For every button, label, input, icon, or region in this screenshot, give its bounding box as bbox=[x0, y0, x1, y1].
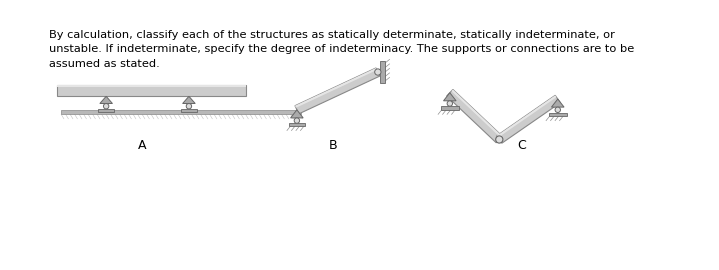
Polygon shape bbox=[295, 68, 377, 108]
Polygon shape bbox=[551, 99, 564, 107]
Polygon shape bbox=[497, 95, 557, 138]
Circle shape bbox=[495, 136, 503, 143]
Polygon shape bbox=[100, 96, 112, 103]
Text: B: B bbox=[329, 140, 337, 153]
Polygon shape bbox=[446, 89, 503, 143]
Circle shape bbox=[555, 107, 561, 113]
Bar bbox=[57, 85, 246, 87]
Circle shape bbox=[186, 103, 192, 109]
Circle shape bbox=[375, 69, 381, 75]
Bar bbox=[549, 113, 567, 116]
Polygon shape bbox=[290, 110, 303, 118]
Polygon shape bbox=[444, 93, 456, 101]
Circle shape bbox=[447, 101, 452, 106]
Bar bbox=[98, 109, 114, 112]
Text: A: A bbox=[138, 140, 147, 153]
Bar bbox=[180, 109, 197, 112]
Bar bbox=[380, 61, 385, 83]
Polygon shape bbox=[295, 68, 380, 114]
Polygon shape bbox=[452, 89, 503, 138]
Circle shape bbox=[104, 103, 109, 109]
Bar bbox=[61, 110, 301, 114]
Bar bbox=[289, 123, 305, 126]
Bar bbox=[57, 85, 246, 96]
Polygon shape bbox=[183, 96, 196, 103]
Bar bbox=[441, 106, 459, 110]
Circle shape bbox=[294, 118, 300, 123]
Polygon shape bbox=[497, 95, 560, 143]
Text: By calculation, classify each of the structures as statically determinate, stati: By calculation, classify each of the str… bbox=[50, 30, 635, 69]
Text: C: C bbox=[518, 140, 526, 153]
